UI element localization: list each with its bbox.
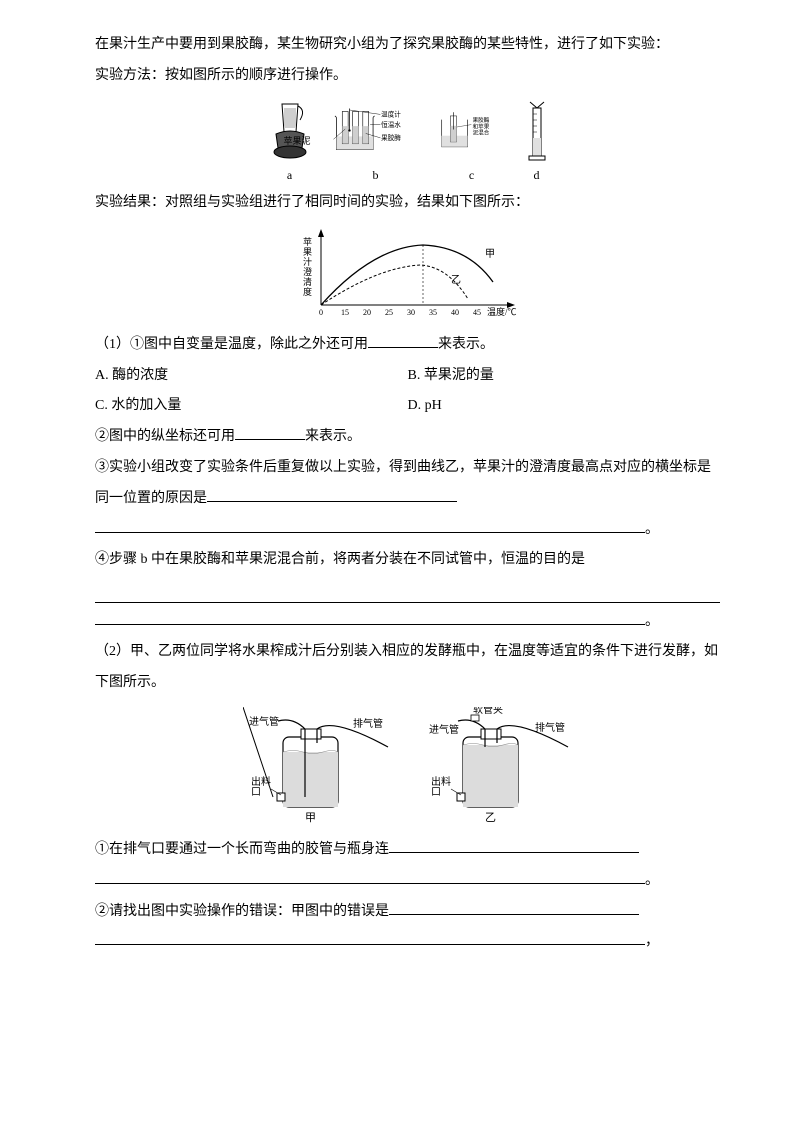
blank-line-3: 。	[95, 607, 720, 638]
fig-a-label: a	[287, 168, 292, 182]
q1-sub2: ②图中的纵坐标还可用 来表示。	[95, 422, 720, 453]
blank-line-5: ，	[95, 927, 720, 958]
svg-text:度: 度	[303, 286, 312, 297]
fig-beaker-b: 温度计 恒温水 果胶酶 苹果泥 b	[332, 98, 420, 182]
q2-stem: （2）甲、乙两位同学将水果榨成汁后分别装入相应的发酵瓶中，在温度等适宜的条件下进…	[95, 637, 720, 699]
svg-text:30: 30	[407, 308, 415, 317]
q1-stem: （1）①图中自变量是温度，除此之外还可用 来表示。	[95, 330, 720, 361]
svg-text:25: 25	[385, 308, 393, 317]
svg-text:温度/℃: 温度/℃	[487, 306, 517, 317]
svg-text:排气管: 排气管	[535, 721, 565, 734]
svg-text:苹: 苹	[303, 236, 312, 247]
svg-text:进气管: 进气管	[249, 715, 279, 728]
fig-b-label: b	[373, 168, 379, 182]
q1-stem-text: （1）①图中自变量是温度，除此之外还可用	[95, 337, 368, 352]
result-text: 实验结果：对照组与实验组进行了相同时间的实验，结果如下图所示：	[95, 188, 720, 219]
q1-sub4: ④步骤 b 中在果胶酶和苹果泥混合前，将两者分装在不同试管中，恒温的目的是	[95, 545, 720, 576]
period-3: 。	[645, 873, 659, 888]
apple-label: 苹果泥	[284, 136, 311, 147]
intro-p2: 实验方法：按如图所示的顺序进行操作。	[95, 61, 720, 92]
fermenter-jia-label: 甲	[305, 812, 316, 824]
intro-p1: 在果汁生产中要用到果胶酶，某生物研究小组为了探究果胶酶的某些特性，进行了如下实验…	[95, 30, 720, 61]
svg-text:排气管: 排气管	[353, 717, 383, 730]
curve-jia-label: 甲	[485, 249, 495, 260]
svg-text:0: 0	[319, 308, 323, 317]
apparatus-figure: a 温度计 恒温水 果胶酶 苹果泥	[95, 98, 720, 182]
fig-d-label: d	[534, 168, 540, 182]
q2-sub1-text: ①在排气口要通过一个长而弯曲的胶管与瓶身连	[95, 842, 389, 857]
enzyme-label: 果胶酶	[381, 133, 401, 142]
fermenter-jia-icon: 进气管 排气管 出料 口 甲	[243, 707, 393, 827]
q1-stem-tail: 来表示。	[438, 337, 494, 352]
graph-svg: 苹 果 汁 澄 清 度 0 15 20 25 30 35 40 45 温度/℃ …	[293, 227, 523, 322]
opt-a: A. 酶的浓度	[95, 361, 408, 392]
svg-text:进气管: 进气管	[429, 723, 459, 736]
opt-b: B. 苹果泥的量	[408, 361, 721, 392]
fig-c-label: c	[469, 168, 474, 182]
svg-text:45: 45	[473, 308, 481, 317]
comma-1: ，	[645, 934, 659, 949]
svg-text:口: 口	[431, 787, 441, 798]
svg-text:软管夹: 软管夹	[473, 707, 503, 716]
svg-text:40: 40	[451, 308, 459, 317]
blank-line-1: 。	[95, 515, 720, 546]
opt-c: C. 水的加入量	[95, 391, 408, 422]
svg-text:口: 口	[251, 787, 261, 798]
q1-sub3: ③实验小组改变了实验条件后重复做以上实验，得到曲线乙，苹果汁的澄清度最高点对应的…	[95, 453, 720, 515]
water-label: 恒温水	[381, 119, 401, 128]
period-2: 。	[645, 614, 659, 629]
svg-text:果: 果	[303, 247, 312, 257]
beaker-c-icon: 果胶酶 和苹果 泥混合	[438, 98, 506, 166]
fermenter-figure: 进气管 排气管 出料 口 甲 进气管 排气管 软管夹 出料 口 乙	[95, 707, 720, 827]
blender-icon	[266, 98, 314, 166]
svg-text:20: 20	[363, 308, 371, 317]
q2-sub2: ②请找出图中实验操作的错误：甲图中的错误是	[95, 897, 720, 928]
blank-line-4: 。	[95, 866, 720, 897]
fermenter-yi-icon: 进气管 排气管 软管夹 出料 口 乙	[423, 707, 573, 827]
svg-text:35: 35	[429, 308, 437, 317]
fig-cylinder: d	[524, 98, 550, 182]
result-graph: 苹 果 汁 澄 清 度 0 15 20 25 30 35 40 45 温度/℃ …	[95, 227, 720, 322]
svg-text:汁: 汁	[303, 256, 312, 267]
q1-sub2-pre: ②图中的纵坐标还可用	[95, 429, 235, 444]
q2-sub2-text: ②请找出图中实验操作的错误：甲图中的错误是	[95, 904, 389, 919]
q2-sub1: ①在排气口要通过一个长而弯曲的胶管与瓶身连	[95, 835, 720, 866]
cylinder-icon	[524, 98, 550, 166]
thermo-label: 温度计	[381, 109, 401, 118]
fermenter-yi-label: 乙	[485, 811, 496, 824]
period-1: 。	[645, 522, 659, 537]
curve-yi-label: 乙	[451, 274, 461, 286]
svg-text:清: 清	[303, 276, 312, 287]
svg-text:果胶酶: 果胶酶	[472, 116, 489, 124]
svg-text:澄: 澄	[303, 266, 312, 277]
q1-sub2-post: 来表示。	[305, 429, 361, 444]
opt-d: D. pH	[408, 391, 721, 422]
q1-options: A. 酶的浓度 B. 苹果泥的量 C. 水的加入量 D. pH	[95, 361, 720, 423]
blank-line-2	[95, 580, 720, 602]
svg-text:15: 15	[341, 308, 349, 317]
beaker-b-icon: 温度计 恒温水 果胶酶	[332, 98, 420, 166]
fig-beaker-c: 果胶酶 和苹果 泥混合 c	[438, 98, 506, 182]
